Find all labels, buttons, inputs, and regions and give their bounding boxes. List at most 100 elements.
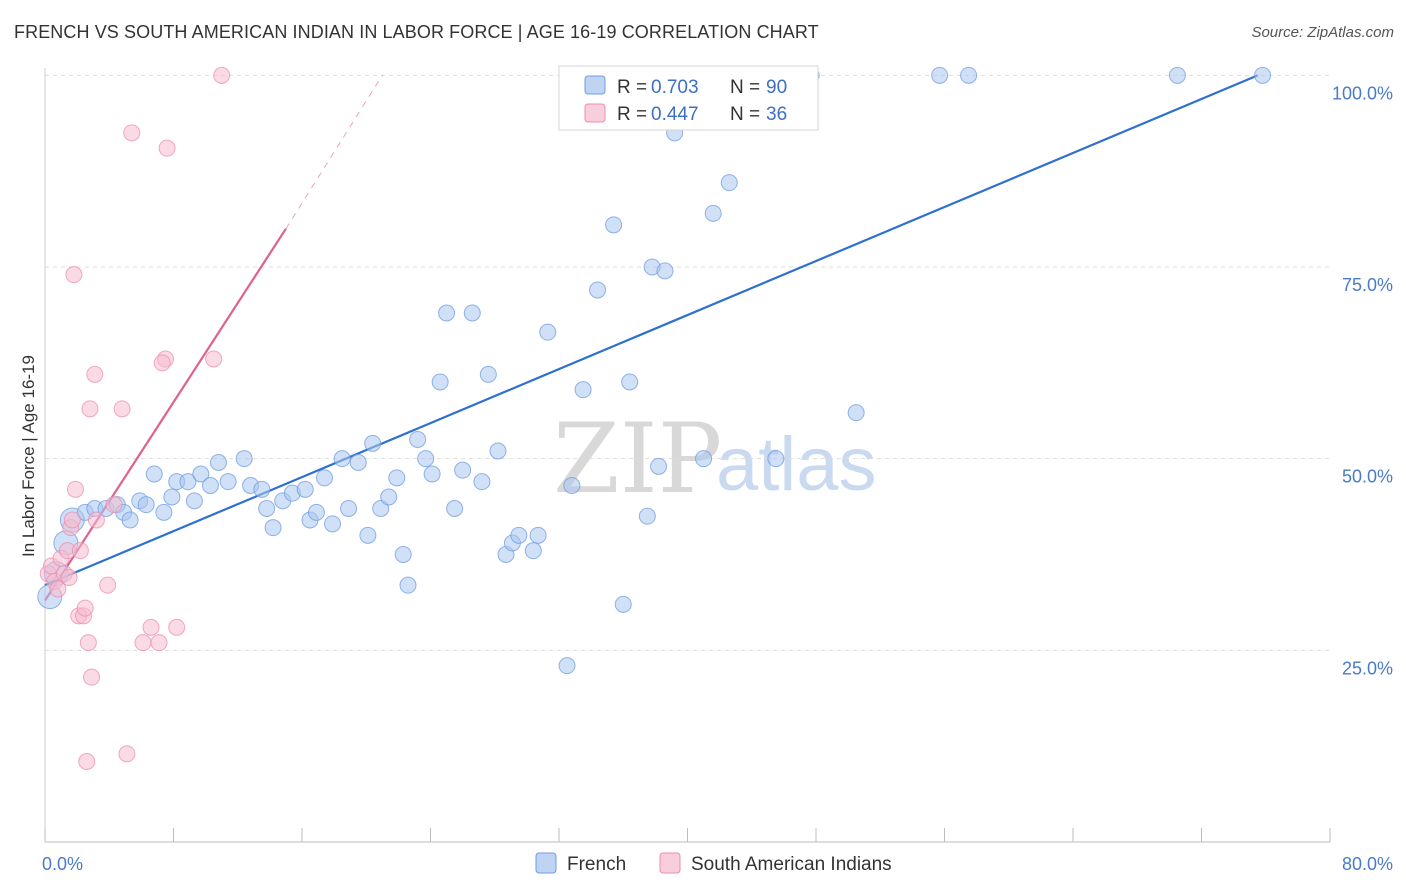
- french-trend-line: [44, 74, 1259, 587]
- french-point: [589, 281, 607, 299]
- french-point: [388, 469, 406, 487]
- y-tick-labels: 25.0% 50.0% 75.0% 100.0%: [1332, 83, 1393, 678]
- sai-point: [81, 400, 99, 418]
- sai-point: [123, 124, 141, 142]
- series-legend-label-sai: South American Indians: [691, 854, 892, 875]
- legend-n-value-sai: 36: [766, 104, 787, 125]
- series-legend-label-french: French: [567, 854, 626, 875]
- chart-title: FRENCH VS SOUTH AMERICAN INDIAN IN LABOR…: [14, 22, 819, 42]
- y-tick-label: 25.0%: [1342, 658, 1393, 678]
- french-point: [409, 431, 427, 448]
- sai-point: [60, 569, 78, 586]
- series-legend-swatch-french: [535, 852, 557, 874]
- axes: [44, 68, 1331, 843]
- french-point: [359, 526, 377, 544]
- french-point: [201, 477, 219, 494]
- sai-point: [87, 511, 105, 529]
- french-point: [605, 216, 623, 234]
- french-point: [454, 461, 472, 479]
- watermark-atlas: atlas: [716, 422, 877, 507]
- sai-point: [118, 745, 136, 763]
- french-point: [394, 546, 412, 563]
- sai-point: [142, 618, 160, 636]
- french-point: [307, 503, 325, 521]
- legend-swatch-sai: [584, 103, 606, 123]
- sai-point: [86, 365, 104, 383]
- sai-point: [158, 139, 176, 157]
- legend-r-label-french: R =: [617, 77, 647, 98]
- legend-r-value-french: 0.703: [651, 77, 699, 98]
- french-point: [253, 480, 271, 498]
- sai-trend-line: [44, 228, 287, 602]
- french-point: [529, 526, 547, 544]
- french-point: [524, 542, 542, 560]
- french-point: [349, 454, 367, 471]
- french-point: [324, 515, 342, 533]
- french-point: [563, 477, 581, 494]
- sai-point: [153, 354, 171, 372]
- source-credit: Source: ZipAtlas.com: [1251, 24, 1394, 41]
- french-point: [558, 657, 576, 675]
- gridlines: [45, 74, 1330, 651]
- y-axis-label: In Labor Force | Age 16-19: [19, 355, 38, 557]
- french-point: [638, 507, 656, 525]
- sai-point: [113, 400, 131, 418]
- french-point: [219, 473, 237, 491]
- stats-legend: R = 0.703 N = 90 R = 0.447 N = 36: [558, 65, 819, 131]
- sai-point: [105, 496, 123, 514]
- sai-point: [78, 753, 96, 770]
- trend-lines: [44, 74, 1259, 602]
- french-point: [704, 204, 722, 222]
- series-legend-swatch-sai: [659, 852, 681, 874]
- x-tick-label: 0.0%: [42, 854, 83, 874]
- french-point: [121, 511, 139, 529]
- french-point: [423, 465, 441, 483]
- french-point: [163, 488, 181, 506]
- french-point: [473, 473, 491, 491]
- french-point: [380, 488, 398, 506]
- french-point: [1168, 66, 1186, 84]
- sai-point: [83, 668, 101, 686]
- french-point: [479, 365, 497, 383]
- french-point: [340, 500, 358, 517]
- french-point: [960, 66, 978, 84]
- sai-point: [205, 350, 223, 368]
- french-point: [209, 454, 227, 471]
- sai-point: [134, 634, 152, 652]
- french-point: [296, 480, 314, 498]
- french-point: [417, 450, 435, 468]
- french-point: [145, 465, 163, 483]
- french-point: [720, 174, 738, 192]
- sai-point: [65, 266, 83, 284]
- sai-point: [71, 542, 89, 560]
- french-point: [431, 373, 449, 391]
- sai-point: [99, 576, 117, 594]
- french-point: [767, 450, 785, 468]
- legend-swatch-french: [584, 75, 606, 95]
- french-point: [539, 323, 557, 341]
- sai-point: [49, 580, 67, 598]
- french-point: [656, 262, 674, 280]
- sai-trend-extension: [285, 75, 383, 229]
- y-tick-label: 75.0%: [1342, 275, 1393, 295]
- legend-r-value-sai: 0.447: [651, 104, 699, 125]
- french-point: [847, 404, 865, 422]
- sai-point: [168, 618, 186, 636]
- french-point: [650, 457, 668, 475]
- french-point: [510, 526, 528, 544]
- french-point: [372, 500, 390, 517]
- y-tick-label: 50.0%: [1342, 467, 1393, 487]
- french-point: [931, 66, 949, 84]
- french-point: [614, 595, 632, 613]
- legend-n-value-french: 90: [766, 77, 787, 98]
- series-legend: French South American Indians: [535, 852, 892, 875]
- french-point: [315, 469, 333, 487]
- french-point: [192, 465, 210, 483]
- sai-point: [213, 66, 231, 84]
- french-point: [399, 576, 417, 594]
- french-point: [155, 503, 173, 521]
- sai-point: [76, 599, 94, 617]
- french-point: [1254, 66, 1272, 84]
- french-point: [137, 496, 155, 514]
- french-point: [235, 450, 253, 468]
